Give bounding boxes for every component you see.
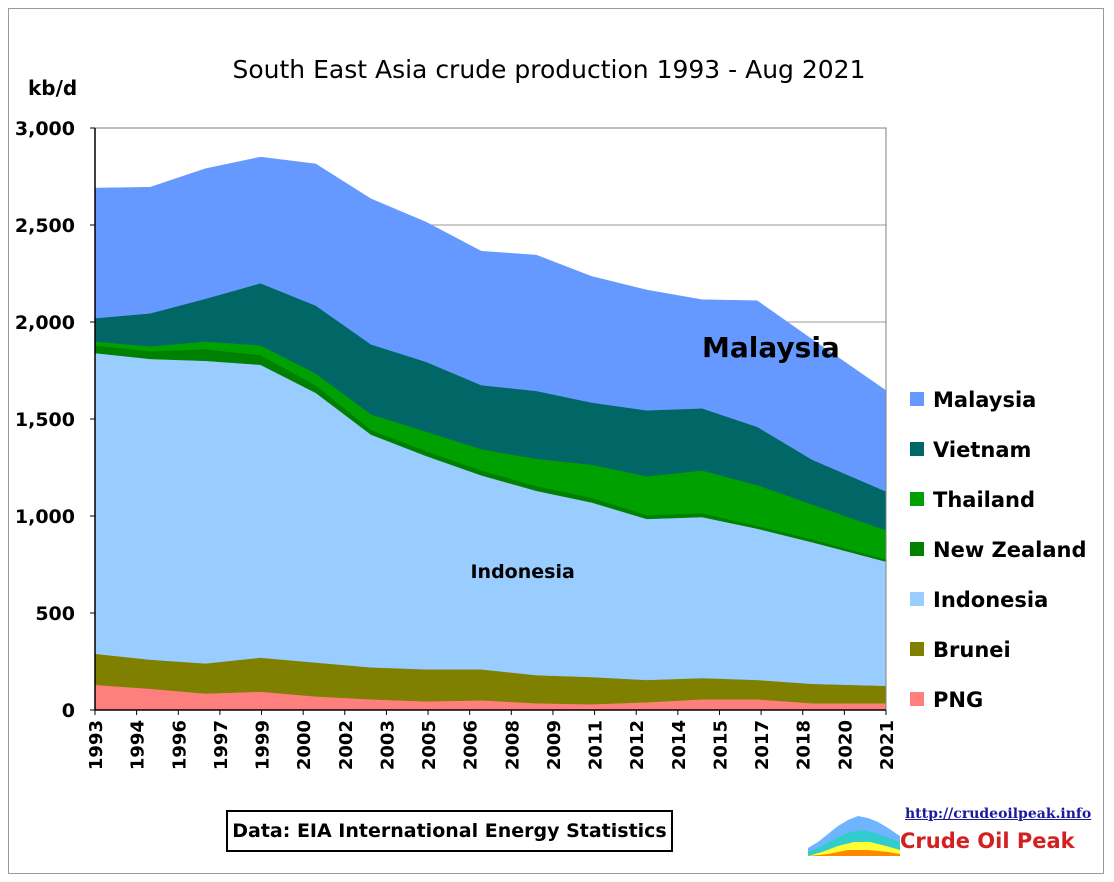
y-tick-label: 500 xyxy=(35,603,75,625)
source-note: Data: EIA International Energy Statistic… xyxy=(226,810,673,852)
x-tick-label: 2002 xyxy=(336,720,357,770)
y-tick-label: 1,500 xyxy=(15,409,75,431)
x-tick-label: 2012 xyxy=(627,720,648,770)
x-tick-label: 1993 xyxy=(86,720,107,770)
crude-oil-peak-logo-graphic xyxy=(808,816,900,856)
series-layer xyxy=(94,127,887,711)
x-tick-label: 2003 xyxy=(377,720,398,770)
annotation-malaysia: Malaysia xyxy=(702,331,840,364)
legend-label-new-zealand: New Zealand xyxy=(933,538,1087,562)
x-tick-label: 2015 xyxy=(710,720,731,770)
legend-label-malaysia: Malaysia xyxy=(933,388,1036,412)
logo-name: Crude Oil Peak xyxy=(900,829,1075,853)
x-tick-label: 1996 xyxy=(169,720,190,770)
x-tick-label: 1997 xyxy=(211,720,232,770)
x-tick-label: 2008 xyxy=(502,720,523,770)
y-axis-unit-label: kb/d xyxy=(28,76,77,100)
chart-title: South East Asia crude production 1993 - … xyxy=(232,55,865,84)
legend-swatch-vietnam xyxy=(910,442,924,456)
legend-swatch-thailand xyxy=(910,492,924,506)
x-tick-label: 2006 xyxy=(461,720,482,770)
y-tick-label: 1,000 xyxy=(15,506,75,528)
x-tick-label: 2017 xyxy=(752,720,773,770)
x-tick-label: 2005 xyxy=(419,720,440,770)
y-tick-label: 2,000 xyxy=(15,312,75,334)
x-tick-label: 2014 xyxy=(669,720,690,770)
x-tick-label: 1994 xyxy=(128,720,149,770)
x-tick-label: 2020 xyxy=(835,720,856,770)
x-tick-label: 2009 xyxy=(544,720,565,770)
legend-label-thailand: Thailand xyxy=(933,488,1035,512)
x-axis: 1993 1994 1996 1997 1999 2000 2002 2003 2005 2006… xyxy=(86,709,898,770)
legend-label-vietnam: Vietnam xyxy=(933,438,1031,462)
x-tick-label: 2018 xyxy=(794,720,815,770)
legend-swatch-brunei xyxy=(910,642,924,656)
annotations: Malaysia Indonesia xyxy=(470,331,839,583)
y-tick-label: 0 xyxy=(62,700,75,722)
x-tick-label: 1999 xyxy=(253,720,274,770)
legend-swatch-indonesia xyxy=(910,592,924,606)
legend: Malaysia Vietnam Thailand New Zealand Indone… xyxy=(910,388,1087,712)
annotation-indonesia: Indonesia xyxy=(470,561,574,583)
legend-swatch-malaysia xyxy=(910,392,924,406)
x-tick-label: 2021 xyxy=(877,720,898,770)
legend-swatch-png xyxy=(910,692,924,706)
x-tick-label: 2011 xyxy=(586,720,607,770)
x-tick-label: 2000 xyxy=(294,720,315,770)
legend-label-brunei: Brunei xyxy=(933,638,1011,662)
legend-label-png: PNG xyxy=(933,688,983,712)
legend-label-indonesia: Indonesia xyxy=(933,588,1048,612)
legend-swatch-new-zealand xyxy=(910,542,924,556)
y-axis: 0 500 1,000 1,500 2,000 2,500 3,000 xyxy=(15,118,96,722)
logo-url-link[interactable]: http://crudeoilpeak.info xyxy=(905,806,1092,822)
y-tick-label: 3,000 xyxy=(15,118,75,140)
y-tick-label: 2,500 xyxy=(15,215,75,237)
